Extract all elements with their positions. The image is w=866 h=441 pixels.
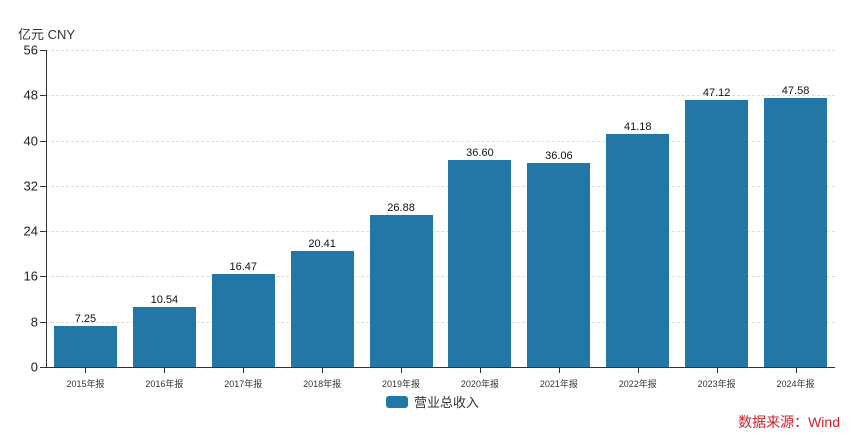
bar[interactable]	[448, 159, 512, 367]
bar[interactable]	[606, 133, 670, 367]
y-tick	[40, 231, 46, 233]
y-tick	[40, 367, 46, 368]
x-tick-label: 2018年报	[303, 379, 342, 389]
legend-label: 营业总收入	[414, 395, 480, 410]
x-tick	[401, 367, 403, 373]
bar-value-label: 47.12	[702, 87, 731, 100]
bar-value-label: 36.60	[466, 146, 494, 159]
y-tick-label: 40	[23, 133, 38, 149]
x-tick-label: 2022年报	[618, 379, 657, 389]
bar-value-label: 47.58	[781, 84, 810, 97]
legend-swatch	[386, 395, 408, 408]
x-axis-line	[46, 367, 835, 368]
y-tick-label: 16	[23, 268, 38, 284]
bar-value-label: 16.47	[229, 260, 258, 273]
x-tick	[637, 367, 639, 373]
gridline	[46, 276, 835, 278]
y-tick	[40, 95, 46, 97]
bar[interactable]	[685, 100, 749, 367]
gridline	[46, 95, 835, 97]
bar[interactable]	[132, 307, 196, 367]
legend: 营业总收入	[386, 392, 479, 411]
x-tick	[164, 367, 166, 373]
bar-value-label: 36.06	[545, 149, 573, 162]
x-tick	[479, 367, 481, 373]
y-tick	[40, 185, 46, 187]
data-source-note: 数据来源：Wind	[738, 414, 840, 430]
bar-value-label: 41.18	[623, 120, 652, 133]
bar[interactable]	[527, 162, 591, 367]
gridline	[46, 50, 835, 51]
bar[interactable]	[53, 325, 117, 367]
x-tick-label: 2023年报	[697, 379, 736, 389]
y-axis-unit-label: 亿元 CNY	[18, 27, 76, 42]
bar[interactable]	[369, 214, 433, 367]
x-tick-label: 2019年报	[382, 379, 421, 389]
y-tick-label: 32	[23, 178, 38, 194]
x-tick	[795, 367, 797, 373]
x-tick-label: 2024年报	[776, 379, 815, 389]
plot-area: 0 8 16 24 32 40 48 56 7.25 2015年报 10.54 2016年报 16.47…	[24, 43, 835, 389]
x-tick-label: 2016年报	[145, 379, 184, 389]
x-tick-label: 2017年报	[224, 379, 263, 389]
y-tick-label: 48	[23, 87, 38, 103]
x-tick	[243, 367, 245, 373]
bar-value-label: 20.41	[308, 238, 336, 251]
y-tick-label: 0	[30, 359, 38, 375]
x-tick	[716, 367, 718, 373]
x-tick	[322, 367, 324, 373]
y-tick-label: 24	[23, 223, 38, 239]
y-axis-line	[46, 50, 47, 368]
bar[interactable]	[211, 273, 275, 367]
gridline	[46, 140, 835, 142]
gridline	[46, 185, 835, 187]
bar-value-label: 7.25	[74, 312, 97, 325]
bar[interactable]	[290, 251, 354, 367]
y-tick	[40, 50, 46, 51]
x-tick	[558, 367, 560, 373]
x-tick-label: 2015年报	[66, 379, 105, 389]
x-tick-label: 2020年报	[460, 379, 499, 389]
x-tick-label: 2021年报	[539, 379, 578, 389]
y-tick-label: 8	[30, 314, 38, 330]
gridline	[46, 321, 835, 323]
bar-value-label: 26.88	[387, 201, 415, 214]
y-tick	[40, 140, 46, 142]
gridline	[46, 231, 835, 233]
y-tick	[40, 321, 46, 323]
bar-value-label: 10.54	[150, 294, 179, 307]
y-tick	[40, 276, 46, 278]
bar[interactable]	[764, 97, 828, 367]
y-tick-label: 56	[23, 42, 38, 58]
x-tick	[85, 367, 87, 373]
